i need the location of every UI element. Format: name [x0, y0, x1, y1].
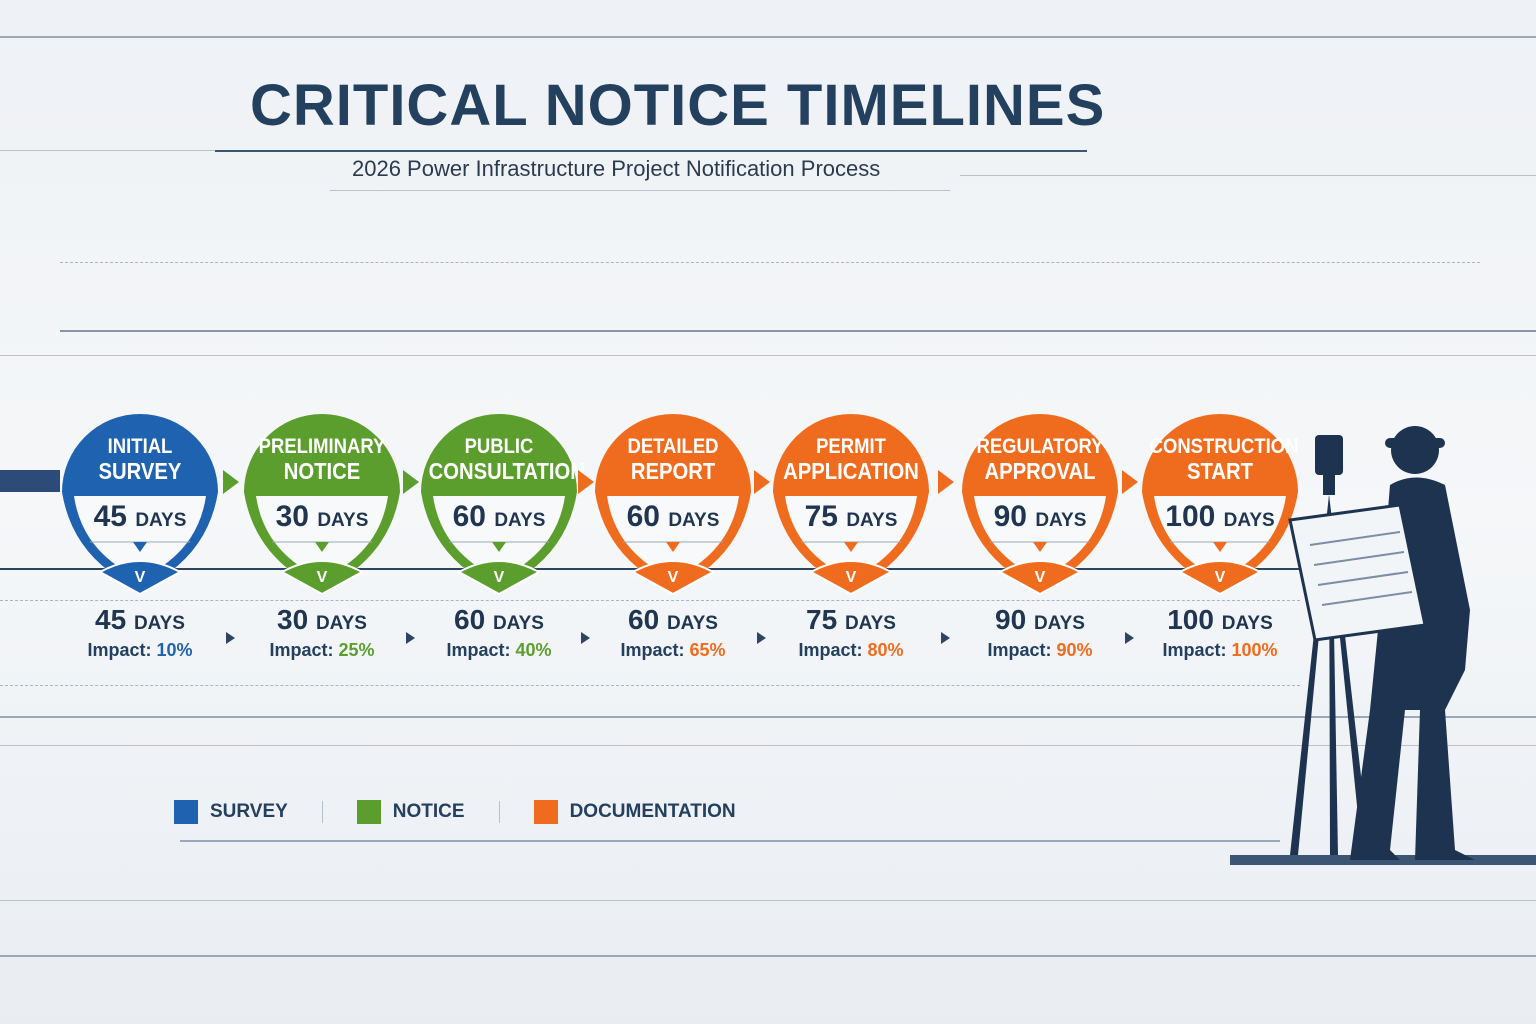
- summary-impact: Impact: 90%: [987, 640, 1093, 660]
- stage-summary: 75 DAYS Impact: 80%: [766, 604, 936, 661]
- legend-separator: [498, 801, 500, 823]
- stage-badge: V DETAILED REPORT 60 DAYS: [593, 412, 753, 597]
- legend-label-notice: NOTICE: [392, 801, 465, 822]
- stage-title: INITIAL SURVEY: [98, 435, 182, 484]
- page-title: CRITICAL NOTICE TIMELINES: [250, 73, 1106, 138]
- summary-impact: Impact: 65%: [620, 640, 726, 660]
- divider: [60, 262, 1480, 263]
- legend-swatch-documentation: [533, 800, 558, 824]
- legend-label-survey: SURVEY: [210, 801, 288, 822]
- badge-shape: V: [962, 414, 1118, 596]
- stage-summary: 100 DAYS Impact: 100%: [1135, 604, 1305, 661]
- summary-arrow-icon: [940, 632, 950, 644]
- stage-arrow-icon: [754, 470, 770, 494]
- summary-impact: Impact: 40%: [446, 640, 552, 660]
- stage-title: DETAILED REPORT: [627, 435, 719, 484]
- divider: [0, 36, 1536, 38]
- divider: [215, 150, 1087, 152]
- stage-days: 90 DAYS: [993, 500, 1087, 533]
- summary-days: 90 DAYS: [995, 604, 1085, 635]
- stage-title: PRELIMINARY NOTICE: [258, 435, 386, 484]
- stage-badge: V PUBLIC CONSULTATION 60 DAYS: [419, 412, 585, 597]
- surveyor-illustration-icon: [1230, 426, 1536, 865]
- badge-shape: V: [421, 414, 577, 596]
- summary-arrow-icon: [405, 632, 415, 644]
- stage-days: 30 DAYS: [275, 500, 369, 533]
- stage-arrow-icon: [223, 470, 239, 494]
- summary-days: 75 DAYS: [806, 604, 896, 635]
- stage-title: REGULATORY APPROVAL: [976, 435, 1104, 484]
- divider: [0, 745, 1536, 746]
- stage-days: 45 DAYS: [93, 500, 187, 533]
- divider: [180, 840, 1280, 842]
- divider: [0, 600, 1300, 601]
- stage-summary: 45 DAYS Impact: 10%: [55, 604, 225, 661]
- badge-shape: V: [62, 414, 218, 596]
- legend-separator: [321, 801, 323, 823]
- divider: [60, 330, 1536, 332]
- summary-impact: Impact: 25%: [269, 640, 375, 660]
- divider: [0, 900, 1536, 901]
- summary-arrow-icon: [1125, 632, 1134, 644]
- badge-shape: V: [595, 414, 751, 596]
- divider: [0, 355, 1536, 356]
- summary-days: 30 DAYS: [277, 604, 367, 635]
- summary-days: 100 DAYS: [1167, 604, 1273, 635]
- start-arrow: [0, 470, 60, 492]
- legend-swatch-survey: [174, 800, 198, 824]
- divider: [0, 716, 1536, 718]
- summary-arrow-icon: [757, 632, 766, 644]
- legend: SURVEY NOTICE DOCUMENTATION: [174, 800, 736, 824]
- stage-summary: 90 DAYS Impact: 90%: [955, 604, 1125, 661]
- stage-summary: 60 DAYS Impact: 65%: [588, 604, 758, 661]
- stage-arrow-icon: [578, 470, 594, 494]
- divider: [0, 685, 1300, 686]
- stage-badge: V CONSTRUCTION START 100 DAYS: [1140, 412, 1300, 597]
- stage-badge: V PRELIMINARY NOTICE 30 DAYS: [242, 412, 402, 597]
- stage-days: 60 DAYS: [452, 500, 546, 533]
- stage-badge: V REGULATORY APPROVAL 90 DAYS: [960, 412, 1120, 597]
- chevron-down-icon: V: [668, 569, 679, 586]
- summary-days: 45 DAYS: [95, 604, 185, 635]
- divider: [0, 150, 300, 151]
- chevron-down-icon: V: [846, 569, 857, 586]
- divider: [330, 190, 950, 191]
- stage-days: 75 DAYS: [804, 500, 898, 533]
- stage-title: PERMIT APPLICATION: [783, 435, 919, 484]
- legend-label-documentation: DOCUMENTATION: [569, 801, 736, 822]
- chevron-down-icon: V: [1215, 569, 1226, 586]
- summary-impact: Impact: 80%: [798, 640, 904, 660]
- stage-summary: 60 DAYS Impact: 40%: [414, 604, 584, 661]
- chevron-down-icon: V: [135, 569, 146, 586]
- stage-days: 60 DAYS: [626, 500, 720, 533]
- stage-days: 100 DAYS: [1165, 500, 1275, 533]
- chevron-down-icon: V: [494, 569, 505, 586]
- summary-arrow-icon: [226, 632, 235, 644]
- divider: [0, 955, 1536, 957]
- summary-impact: Impact: 100%: [1162, 640, 1278, 660]
- stage-title: PUBLIC CONSULTATION: [428, 435, 585, 484]
- stage-arrow-icon: [402, 470, 419, 494]
- chevron-down-icon: V: [1035, 569, 1046, 586]
- chevron-down-icon: V: [317, 569, 328, 586]
- legend-swatch-notice: [356, 800, 381, 824]
- badge-shape: V: [244, 414, 400, 596]
- page-subtitle: 2026 Power Infrastructure Project Notifi…: [352, 156, 881, 181]
- badge-shape: V: [1142, 414, 1298, 596]
- stage-summary: 30 DAYS Impact: 25%: [237, 604, 407, 661]
- divider: [960, 175, 1536, 176]
- summary-days: 60 DAYS: [454, 604, 544, 635]
- stage-title: CONSTRUCTION START: [1149, 435, 1299, 484]
- stage-arrow-icon: [937, 470, 954, 494]
- stage-arrow-icon: [1122, 470, 1138, 494]
- summary-arrow-icon: [581, 632, 590, 644]
- badge-shape: V: [773, 414, 929, 596]
- stage-badge: V INITIAL SURVEY 45 DAYS: [60, 412, 220, 597]
- summary-impact: Impact: 10%: [87, 640, 193, 660]
- summary-days: 60 DAYS: [628, 604, 718, 635]
- stage-badge: V PERMIT APPLICATION 75 DAYS: [771, 412, 931, 597]
